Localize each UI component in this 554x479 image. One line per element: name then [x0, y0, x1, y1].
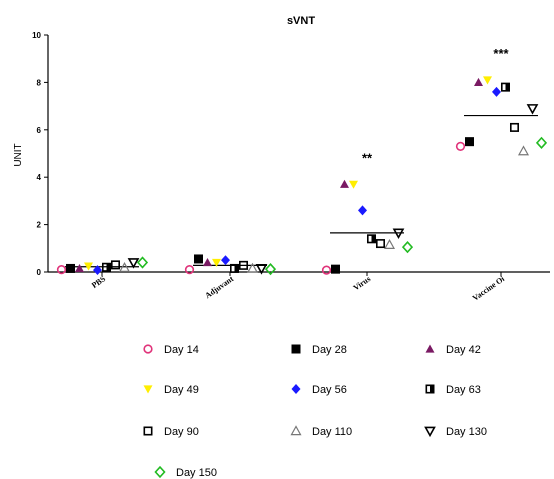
legend-label: Day 110 — [312, 426, 352, 438]
legend-item: Day 28 — [291, 344, 347, 356]
legend-item: Day 42 — [425, 344, 481, 356]
data-point — [221, 255, 230, 266]
legend-label: Day 49 — [164, 384, 199, 396]
legend-marker — [143, 344, 153, 354]
legend-marker — [291, 344, 301, 354]
data-point — [465, 137, 474, 147]
data-point — [93, 265, 102, 276]
data-point — [56, 265, 67, 275]
data-point — [239, 260, 249, 270]
x-tick-label: Vaccine Oi — [471, 274, 507, 303]
legend-item: Day 150 — [154, 465, 217, 479]
legend-label: Day 56 — [312, 384, 347, 396]
y-tick-label: 10 — [32, 31, 41, 40]
data-point — [483, 76, 492, 85]
legend-item: Day 110 — [290, 425, 352, 438]
data-point — [111, 260, 121, 270]
data-point — [321, 265, 332, 275]
data-point — [184, 265, 195, 275]
data-point — [375, 239, 385, 249]
data-point — [455, 141, 466, 152]
data-point — [366, 234, 376, 244]
legend-marker — [425, 384, 435, 394]
legend-item: Day 130 — [424, 426, 487, 438]
legend-marker — [291, 384, 301, 394]
data-point — [331, 264, 340, 274]
data-point — [246, 262, 259, 273]
legend-item: Day 56 — [291, 384, 347, 396]
data-point — [75, 263, 84, 273]
y-axis-label: UNIT — [13, 143, 24, 166]
legend-item: Day 14 — [143, 344, 199, 356]
x-tick-label: Virus — [352, 274, 373, 292]
data-point — [517, 145, 530, 156]
data-point — [492, 86, 501, 97]
legend-marker — [290, 425, 302, 436]
legend-marker — [424, 426, 436, 438]
data-point — [84, 262, 93, 271]
legend-label: Day 42 — [446, 344, 481, 356]
data-point — [230, 263, 240, 273]
data-point — [136, 256, 149, 269]
y-tick-label: 2 — [37, 221, 42, 230]
data-point — [212, 258, 221, 268]
x-tick-label: PBS — [90, 274, 108, 290]
legend-item: Day 63 — [425, 384, 481, 396]
data-point — [203, 258, 212, 267]
data-point — [358, 205, 367, 216]
legend-marker — [143, 426, 153, 436]
legend-marker — [154, 465, 166, 479]
chart-title: sVNT — [287, 15, 315, 27]
y-tick-label: 6 — [37, 126, 42, 135]
data-point — [401, 240, 414, 254]
y-tick-label: 0 — [37, 268, 42, 277]
data-point — [349, 180, 358, 189]
data-point — [509, 122, 519, 132]
x-tick-label: Adjuvant — [203, 274, 235, 300]
data-point — [127, 258, 140, 269]
legend: Day 14 Day 28 Day 42 Day 49 Day 56 Day 63 Day … — [143, 344, 487, 479]
significance-label: ** — [362, 150, 373, 165]
legend-item: Day 49 — [143, 384, 199, 396]
data-point — [535, 136, 548, 149]
data-point — [118, 261, 131, 272]
y-tick-label: 4 — [37, 173, 42, 182]
data-point — [500, 82, 510, 92]
significance-label: *** — [493, 46, 509, 61]
data-point — [264, 263, 277, 276]
data-point — [66, 263, 75, 273]
data-point — [526, 104, 539, 115]
data-point — [102, 262, 112, 272]
legend-marker — [143, 385, 153, 394]
data-point — [383, 239, 396, 249]
data-point — [392, 228, 405, 240]
data-point — [340, 179, 349, 188]
legend-label: Day 130 — [446, 426, 487, 438]
legend-label: Day 90 — [164, 426, 199, 438]
legend-label: Day 150 — [176, 467, 217, 479]
y-tick-label: 8 — [37, 78, 42, 87]
legend-label: Day 28 — [312, 344, 347, 356]
legend-label: Day 63 — [446, 384, 481, 396]
legend-item: Day 90 — [143, 426, 199, 438]
data-point — [255, 264, 268, 275]
data-point — [474, 77, 483, 86]
legend-label: Day 14 — [164, 344, 199, 356]
legend-marker — [425, 344, 435, 353]
data-point — [194, 254, 203, 264]
